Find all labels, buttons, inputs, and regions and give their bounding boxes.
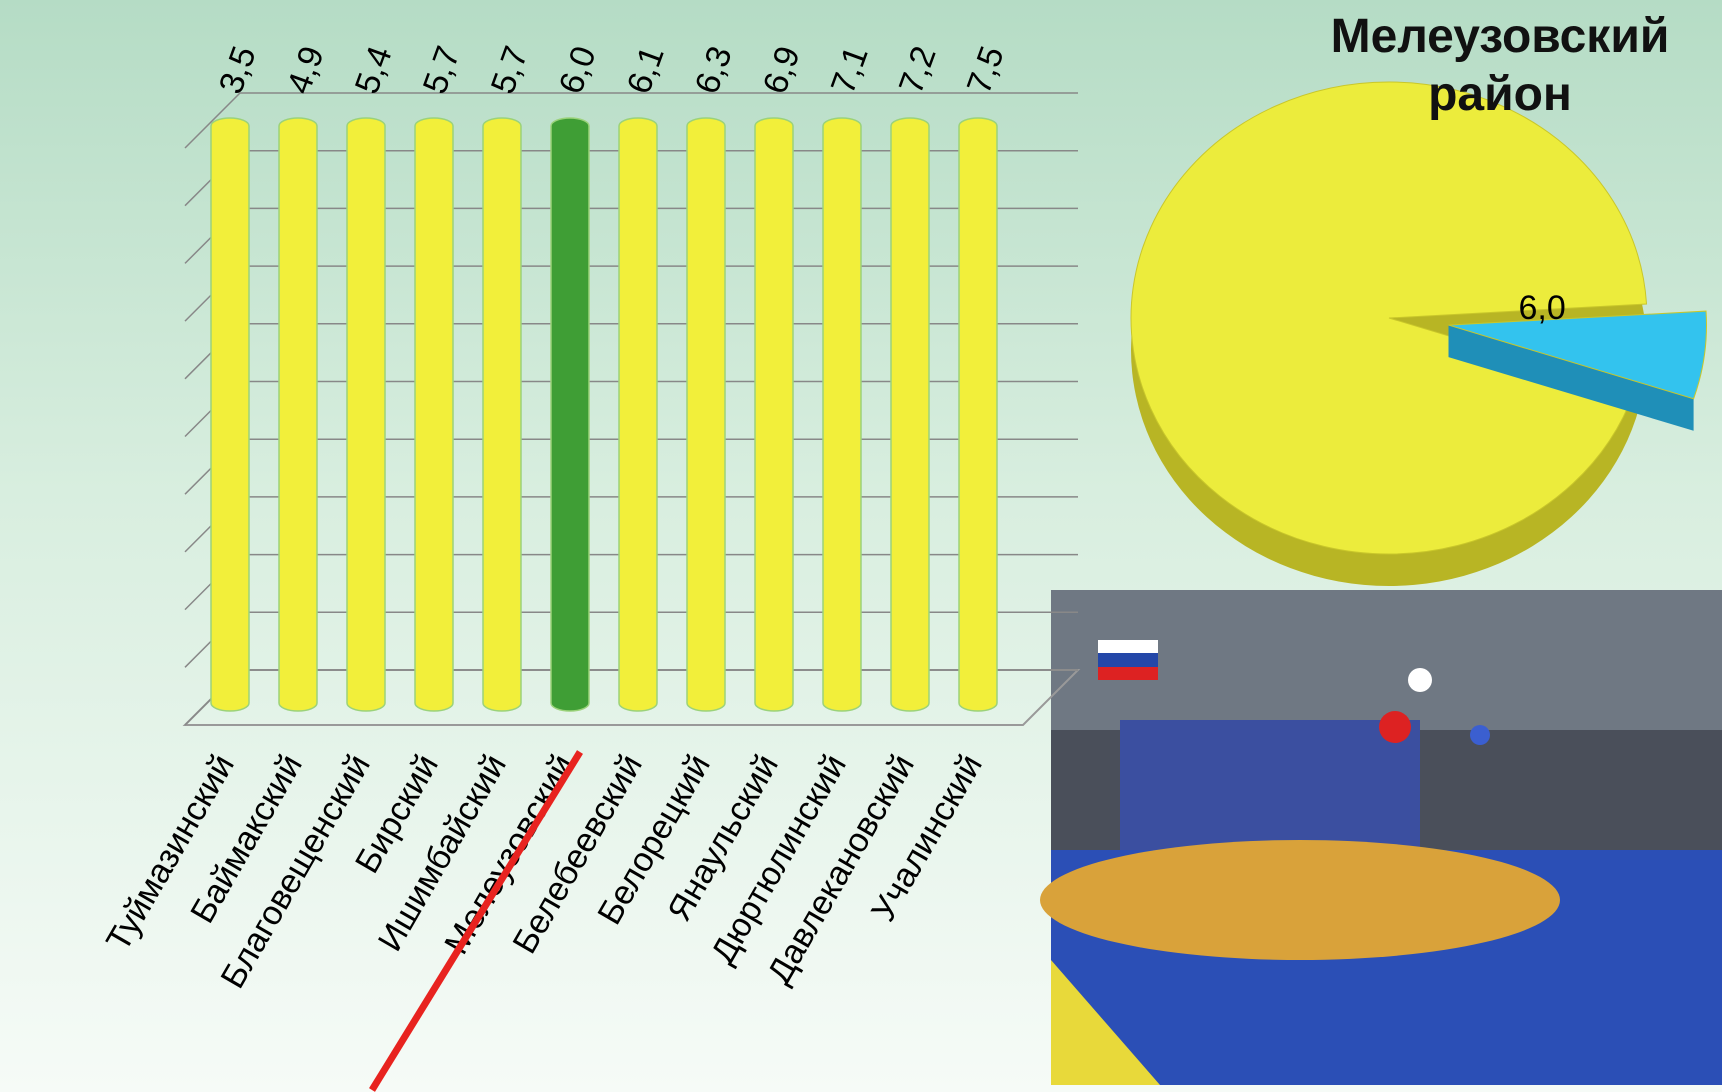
bar-body [618,117,658,712]
value-label: 6,0 [552,41,604,98]
bar-body [958,117,998,712]
bar-body [278,117,318,712]
bar [346,117,386,712]
value-label: 6,0 [1519,289,1566,327]
bar-body [482,117,522,712]
value-label: 7,1 [824,41,876,98]
bar [822,117,862,712]
bar [414,117,454,712]
bar [686,117,726,712]
pie-slice [1448,310,1707,400]
bar-body [346,117,386,712]
bar [210,117,250,712]
highlight-strike [369,750,583,1092]
pie-slice-side [1448,325,1694,431]
value-label: 7,2 [892,41,944,98]
value-label: 7,5 [960,41,1012,98]
bar [890,117,930,712]
bar-body [210,117,250,712]
bar [482,117,522,712]
value-label: 5,4 [348,41,400,98]
value-label: 5,7 [416,41,468,98]
bar-body [754,117,794,712]
bar [754,117,794,712]
value-label: 6,9 [756,41,808,98]
value-label: 4,9 [280,41,332,98]
bar [618,117,658,712]
bar-body [890,117,930,712]
bar [550,117,590,712]
pie-slice [1130,81,1648,555]
grid-line [184,92,1078,149]
bar [278,117,318,712]
bar-body [550,117,590,712]
bar-body [822,117,862,712]
value-label: 6,3 [688,41,740,98]
pie-title: Мелеузовский район [1330,10,1670,121]
value-label: 5,7 [484,41,536,98]
bar-body [686,117,726,712]
value-label: 3,5 [212,41,264,98]
photo [1040,590,1722,1085]
bar-body [414,117,454,712]
value-label: 6,1 [620,41,672,98]
bar [958,117,998,712]
